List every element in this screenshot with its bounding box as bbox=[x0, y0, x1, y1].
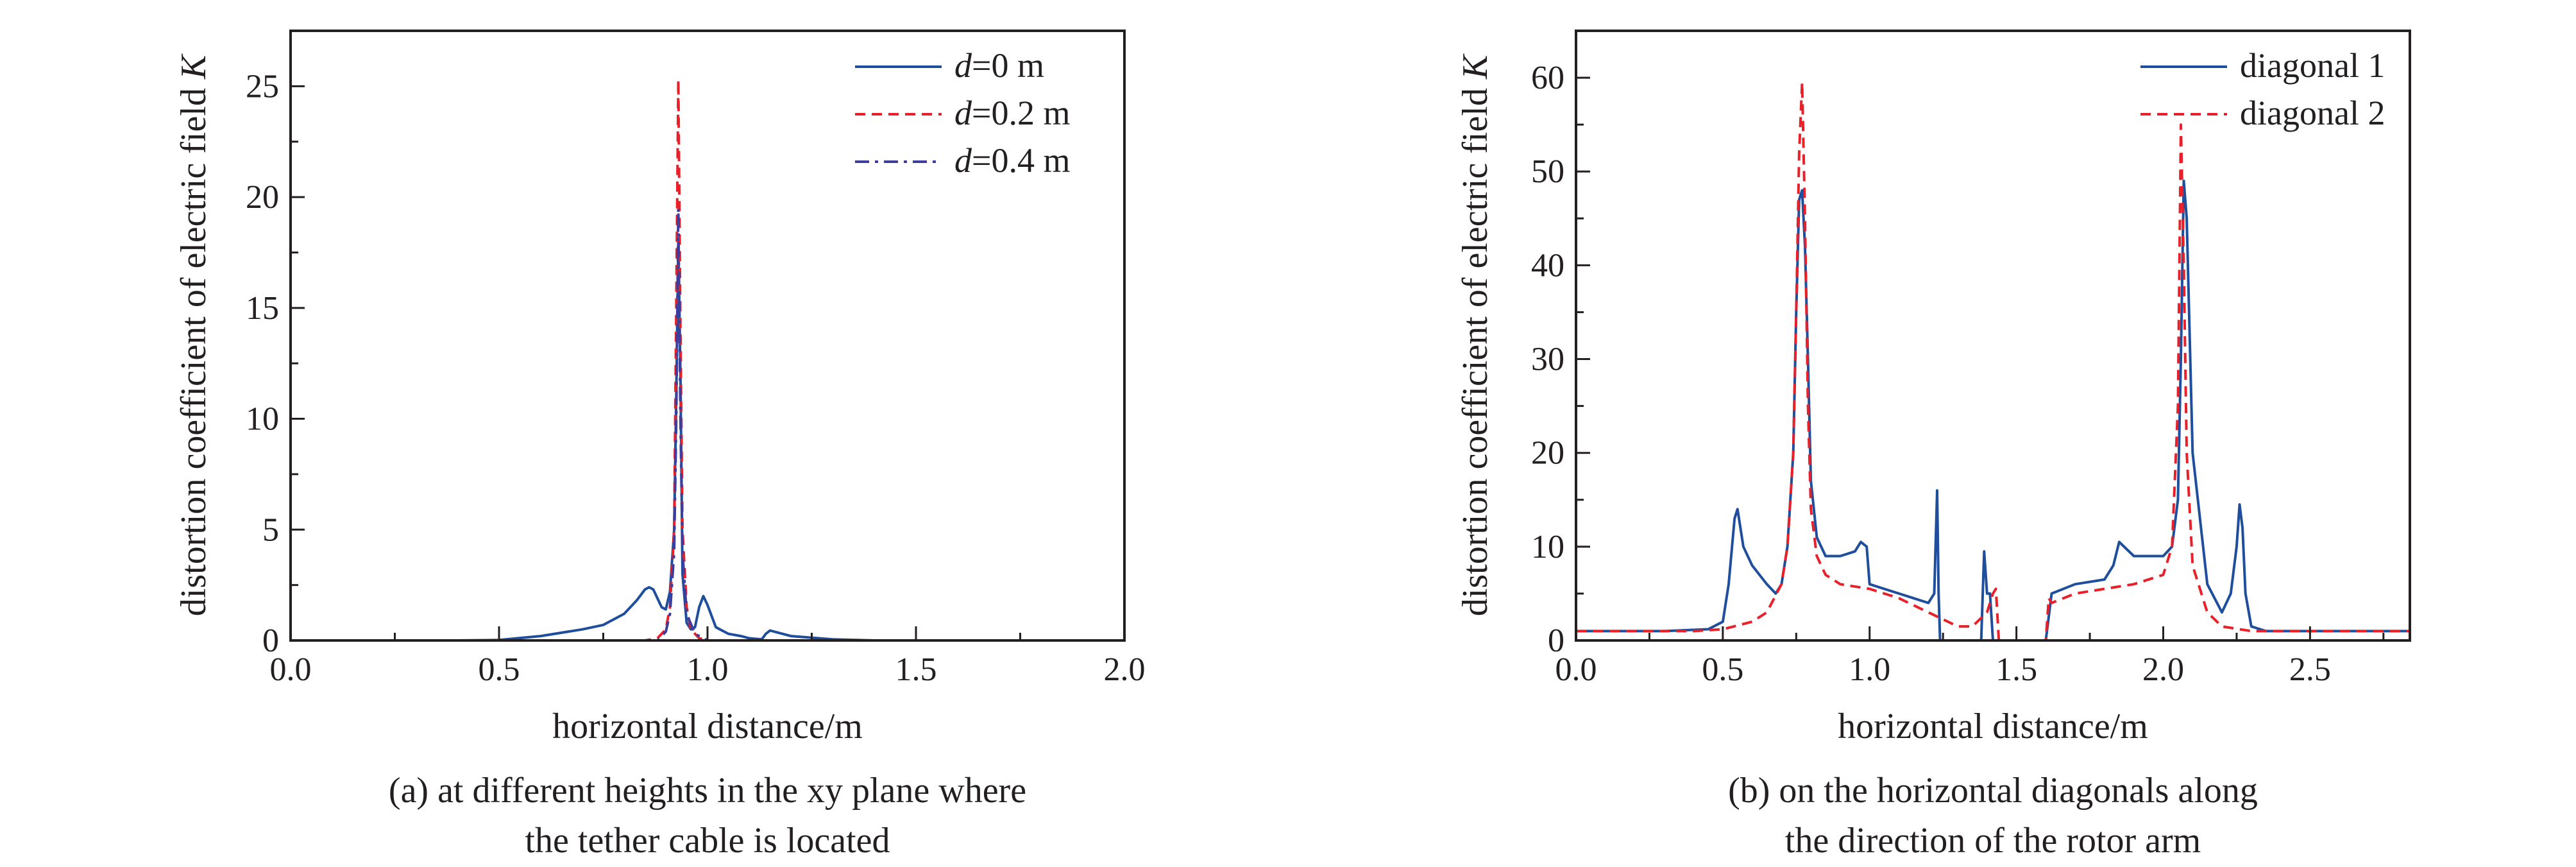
x-tick-label-a: 0.0 bbox=[270, 651, 312, 688]
x-ticks-a: 0.0 0.5 1.0 1.5 2.0 bbox=[270, 626, 1146, 688]
y-tick-label-b: 50 bbox=[1531, 153, 1564, 190]
x-tick-label-a: 0.5 bbox=[479, 651, 520, 688]
x-tick-label-b: 0.5 bbox=[1702, 651, 1743, 688]
x-tick-label-b: 1.5 bbox=[1996, 651, 2037, 688]
x-tick-label-b: 1.0 bbox=[1849, 651, 1890, 688]
y-tick-label-a: 20 bbox=[246, 179, 279, 216]
plot-area-b bbox=[1576, 81, 2410, 640]
y-axis-title-text-a: distortion coefficient of electric field bbox=[174, 88, 214, 616]
y-tick-label-b: 10 bbox=[1531, 529, 1564, 565]
x-tick-label-a: 1.0 bbox=[687, 651, 729, 688]
x-ticks-b: 0.0 0.5 1.0 1.5 2.0 2.5 bbox=[1555, 626, 2385, 688]
y-axis-title-b: distortion coefficient of electric field… bbox=[1455, 53, 1495, 616]
x-axis-title-b: horizontal distance/m bbox=[1838, 707, 2148, 746]
x-tick-label-a: 2.0 bbox=[1104, 651, 1146, 688]
y-axis-variable-a: K bbox=[174, 53, 214, 80]
y-tick-label-b: 30 bbox=[1531, 341, 1564, 378]
x-axis-title-a: horizontal distance/m bbox=[552, 707, 863, 746]
y-tick-label-b: 40 bbox=[1531, 247, 1564, 284]
caption-b-line1: (b) on the horizontal diagonals along bbox=[1728, 771, 2258, 811]
y-axis-title-a: distortion coefficient of electric field… bbox=[174, 53, 214, 616]
legend-b: diagonal 1 diagonal 2 bbox=[2140, 46, 2385, 132]
legend-label-a-2: d=0.4 m bbox=[954, 141, 1070, 180]
x-tick-label-b: 0.0 bbox=[1555, 651, 1597, 688]
y-tick-label-b: 20 bbox=[1531, 435, 1564, 472]
legend-label-b-0: diagonal 1 bbox=[2240, 46, 2385, 85]
y-tick-label-a: 5 bbox=[262, 511, 279, 548]
plot-frame-b bbox=[1575, 30, 2411, 642]
y-ticks-a: 0 5 10 15 20 25 bbox=[246, 30, 305, 659]
y-axis-title-text-b: distortion coefficient of electric field bbox=[1455, 88, 1495, 616]
series-group-a bbox=[291, 78, 1124, 640]
x-tick-label-b: 2.0 bbox=[2142, 651, 2184, 688]
caption-a-line1: (a) at different heights in the xy plane… bbox=[389, 771, 1026, 811]
legend-label-b-1: diagonal 2 bbox=[2240, 94, 2385, 132]
caption-b-line2: the direction of the rotor arm bbox=[1785, 821, 2201, 861]
legend-a: d=0 m d=0.2 m d=0.4 m bbox=[855, 46, 1070, 180]
series-group-b bbox=[1576, 81, 2410, 640]
series-line-a-1 bbox=[291, 78, 1124, 640]
y-axis-variable-b: K bbox=[1455, 53, 1495, 80]
chart-panel-a: 0.0 0.5 1.0 1.5 2.0 0 5 10 15 20 25 horizontal di… bbox=[174, 30, 1146, 861]
y-tick-label-b: 0 bbox=[1548, 622, 1564, 659]
y-tick-label-a: 15 bbox=[246, 290, 279, 327]
x-tick-label-a: 1.5 bbox=[895, 651, 937, 688]
legend-label-a-0: d=0 m bbox=[954, 46, 1044, 85]
legend-label-a-1: d=0.2 m bbox=[954, 94, 1070, 132]
series-line-a-2 bbox=[291, 207, 1124, 640]
chart-panel-b: 0.0 0.5 1.0 1.5 2.0 2.5 0 10 20 30 40 50 60 horizon… bbox=[1455, 30, 2411, 861]
x-tick-label-b: 2.5 bbox=[2289, 651, 2331, 688]
series-line-b-1 bbox=[1576, 81, 2410, 640]
y-tick-label-b: 60 bbox=[1531, 60, 1564, 96]
y-tick-label-a: 0 bbox=[262, 622, 279, 659]
y-ticks-b: 0 10 20 30 40 50 60 bbox=[1531, 30, 1590, 659]
series-line-b-0 bbox=[1576, 179, 2410, 640]
caption-a-line2: the tether cable is located bbox=[525, 821, 890, 861]
y-tick-label-a: 10 bbox=[246, 401, 279, 438]
y-tick-label-a: 25 bbox=[246, 68, 279, 105]
plot-area-a bbox=[291, 78, 1124, 640]
series-line-a-0 bbox=[291, 240, 1124, 640]
